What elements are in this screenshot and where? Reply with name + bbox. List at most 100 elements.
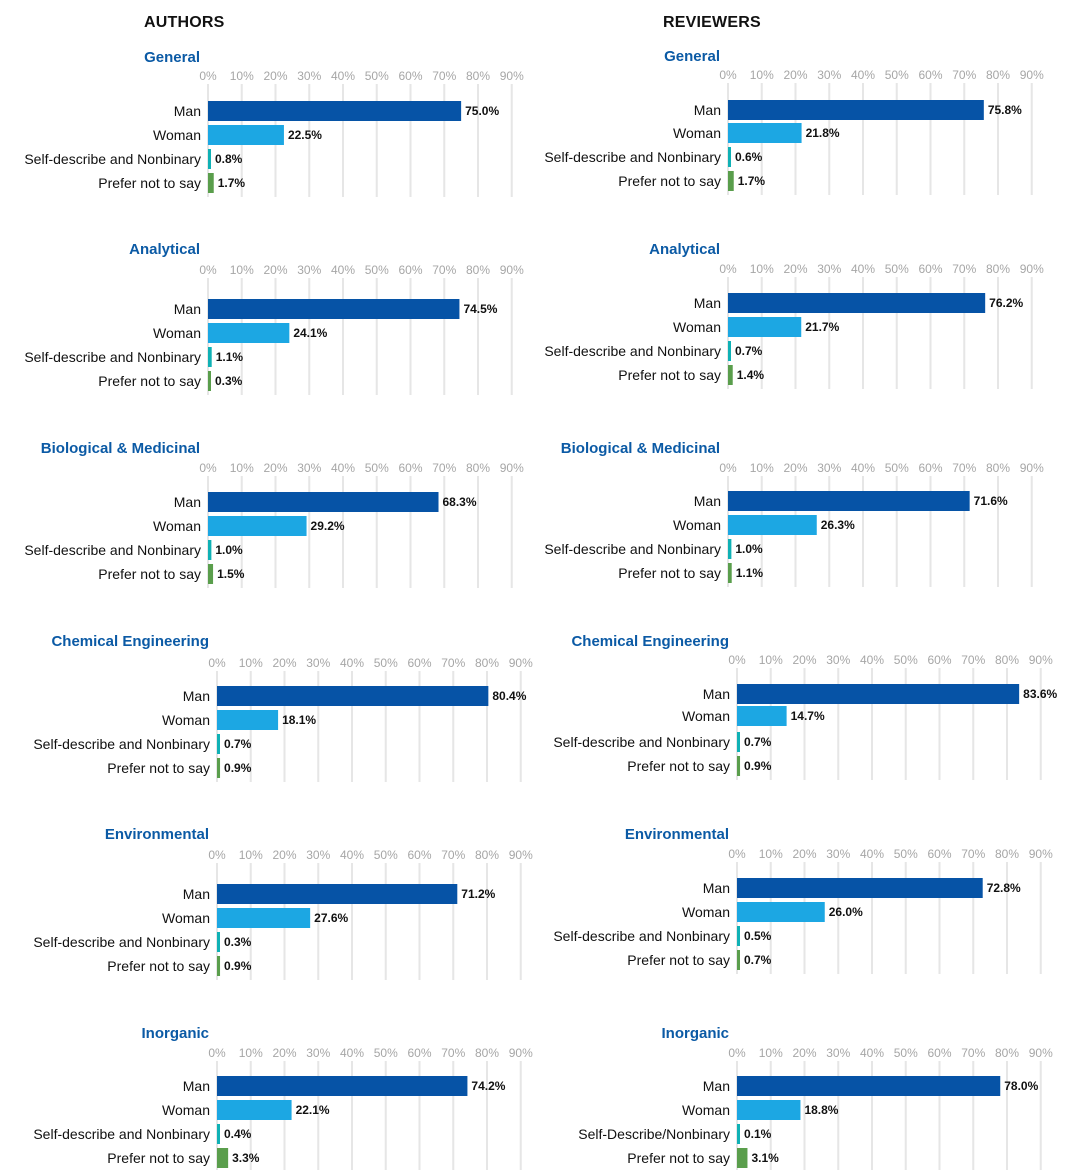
reviewers-chemical-engineering-tick-label: 60% (927, 653, 951, 667)
authors-environmental-tick-label: 20% (272, 848, 296, 862)
reviewers-general-tick-label: 20% (783, 68, 807, 82)
reviewers-inorganic-tick-label: 70% (961, 1046, 985, 1060)
reviewers-biological-medicinal-value-label: 1.1% (736, 566, 764, 580)
authors-environmental-bar-prefer-not-to-say (217, 956, 221, 976)
reviewers-environmental-bar-self-describe-and-nonbinary (737, 926, 740, 946)
reviewers-inorganic-value-label: 3.1% (751, 1151, 779, 1165)
reviewers-analytical-tick-label: 40% (851, 262, 875, 276)
reviewers-chemical-engineering-value-label: 0.9% (744, 759, 772, 773)
reviewers-biological-medicinal-value-label: 1.0% (735, 542, 763, 556)
authors-general-bar-prefer-not-to-say (208, 173, 214, 193)
authors-chemical-engineering-category-label: Woman (162, 712, 210, 728)
reviewers-inorganic-tick-label: 10% (759, 1046, 783, 1060)
authors-analytical-value-label: 74.5% (463, 302, 497, 316)
reviewers-general-bar-man (728, 100, 984, 120)
authors-general-value-label: 0.8% (215, 152, 243, 166)
reviewers-biological-medicinal-tick-label: 40% (851, 461, 875, 475)
reviewers-biological-medicinal-category-label: Self-describe and Nonbinary (544, 541, 721, 557)
reviewers-inorganic-category-label: Self-Describe/Nonbinary (578, 1126, 730, 1142)
reviewers-analytical-tick-label: 10% (750, 262, 774, 276)
reviewers-general-tick-label: 10% (750, 68, 774, 82)
reviewers-biological-medicinal-category-label: Woman (673, 517, 721, 533)
authors-inorganic-tick-label: 10% (239, 1046, 263, 1060)
reviewers-header: REVIEWERS (663, 14, 761, 31)
reviewers-biological-medicinal-tick-label: 10% (750, 461, 774, 475)
reviewers-analytical-tick-label: 50% (885, 262, 909, 276)
reviewers-chemical-engineering-bar-man (737, 684, 1020, 704)
authors-analytical-value-label: 24.1% (293, 326, 327, 340)
authors-analytical-value-label: 0.3% (215, 374, 243, 388)
reviewers-general-category-label: Self-describe and Nonbinary (544, 149, 721, 165)
reviewers-environmental-category-label: Woman (682, 904, 730, 920)
authors-inorganic-title: Inorganic (141, 1025, 209, 1042)
reviewers-analytical-category-label: Prefer not to say (618, 367, 721, 383)
reviewers-biological-medicinal-tick-label: 0% (719, 461, 737, 475)
authors-biological-medicinal-tick-label: 10% (230, 461, 254, 475)
authors-biological-medicinal-value-label: 29.2% (311, 519, 345, 533)
authors-biological-medicinal-tick-label: 50% (365, 461, 389, 475)
authors-general-bar-man (208, 101, 462, 121)
authors-inorganic-tick-label: 90% (509, 1046, 533, 1060)
authors-biological-medicinal-bar-prefer-not-to-say (208, 564, 214, 584)
reviewers-analytical-bar-man (728, 293, 986, 313)
authors-chemical-engineering-category-label: Self-describe and Nonbinary (33, 736, 210, 752)
reviewers-inorganic-bar-woman (737, 1100, 801, 1120)
authors-inorganic-bar-self-describe-and-nonbinary (217, 1124, 220, 1144)
authors-inorganic-category-label: Prefer not to say (107, 1150, 210, 1166)
reviewers-chemical-engineering-tick-label: 10% (759, 653, 783, 667)
authors-inorganic-value-label: 3.3% (232, 1151, 260, 1165)
authors-chemical-engineering-value-label: 18.1% (282, 713, 316, 727)
authors-general-category-label: Man (174, 103, 201, 119)
reviewers-environmental-value-label: 0.5% (744, 929, 772, 943)
reviewers-environmental-title: Environmental (625, 826, 729, 843)
authors-biological-medicinal-tick-label: 60% (398, 461, 422, 475)
reviewers-biological-medicinal-bar-woman (728, 515, 817, 535)
authors-analytical-category-label: Woman (153, 325, 201, 341)
authors-general-tick-label: 90% (500, 69, 524, 83)
reviewers-inorganic-category-label: Woman (682, 1102, 730, 1118)
authors-analytical-tick-label: 10% (230, 263, 254, 277)
reviewers-analytical-bar-prefer-not-to-say (728, 365, 733, 385)
reviewers-environmental-value-label: 0.7% (744, 953, 772, 967)
authors-general-tick-label: 40% (331, 69, 355, 83)
authors-chemical-engineering-value-label: 80.4% (492, 689, 526, 703)
authors-general-value-label: 1.7% (218, 176, 246, 190)
authors-chemical-engineering-tick-label: 80% (475, 656, 499, 670)
authors-analytical-tick-label: 30% (297, 263, 321, 277)
authors-biological-medicinal-bar-self-describe-and-nonbinary (208, 540, 212, 560)
authors-biological-medicinal-tick-label: 30% (297, 461, 321, 475)
authors-analytical-category-label: Prefer not to say (98, 373, 201, 389)
reviewers-environmental-tick-label: 0% (728, 847, 746, 861)
reviewers-environmental-tick-label: 50% (894, 847, 918, 861)
reviewers-environmental-bar-man (737, 878, 983, 898)
authors-general-tick-label: 0% (199, 69, 217, 83)
authors-general-category-label: Woman (153, 127, 201, 143)
authors-chemical-engineering-bar-self-describe-and-nonbinary (217, 734, 220, 754)
reviewers-analytical-value-label: 21.7% (805, 320, 839, 334)
authors-environmental-tick-label: 40% (340, 848, 364, 862)
authors-environmental-tick-label: 70% (441, 848, 465, 862)
reviewers-general-tick-label: 80% (986, 68, 1010, 82)
authors-inorganic-bar-woman (217, 1100, 292, 1120)
authors-environmental-tick-label: 10% (239, 848, 263, 862)
authors-analytical-tick-label: 60% (398, 263, 422, 277)
reviewers-inorganic-tick-label: 20% (792, 1046, 816, 1060)
reviewers-analytical-value-label: 1.4% (737, 368, 765, 382)
authors-analytical-bar-woman (208, 323, 290, 343)
reviewers-chemical-engineering-value-label: 83.6% (1023, 687, 1057, 701)
reviewers-analytical-tick-label: 30% (817, 262, 841, 276)
authors-biological-medicinal-value-label: 68.3% (443, 495, 477, 509)
reviewers-analytical-value-label: 0.7% (735, 344, 763, 358)
authors-biological-medicinal-category-label: Man (174, 494, 201, 510)
authors-environmental-category-label: Prefer not to say (107, 958, 210, 974)
reviewers-chemical-engineering-tick-label: 20% (792, 653, 816, 667)
authors-environmental-tick-label: 0% (208, 848, 226, 862)
reviewers-biological-medicinal-tick-label: 90% (1020, 461, 1044, 475)
authors-biological-medicinal-category-label: Prefer not to say (98, 566, 201, 582)
reviewers-inorganic-tick-label: 30% (826, 1046, 850, 1060)
authors-environmental-category-label: Self-describe and Nonbinary (33, 934, 210, 950)
authors-general-tick-label: 80% (466, 69, 490, 83)
reviewers-environmental-category-label: Man (703, 880, 730, 896)
authors-biological-medicinal-tick-label: 90% (500, 461, 524, 475)
authors-biological-medicinal-tick-label: 40% (331, 461, 355, 475)
